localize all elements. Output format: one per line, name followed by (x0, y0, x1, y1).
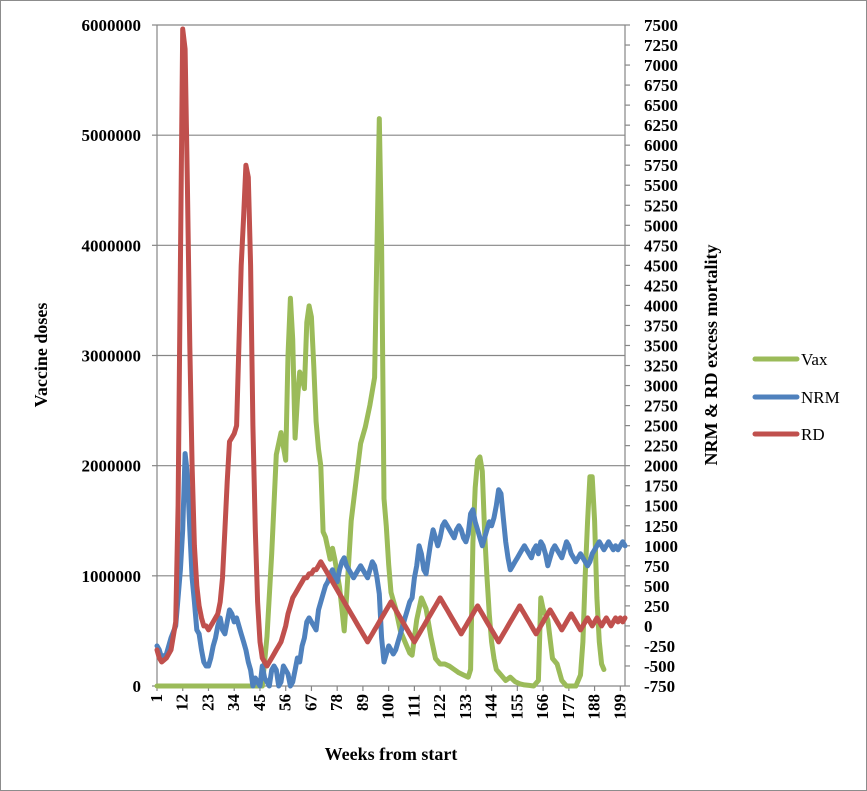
y-right-tick-label: 3000 (644, 377, 678, 396)
legend-label-vax: Vax (801, 350, 828, 369)
y-right-tick-label: 2750 (644, 397, 678, 416)
y-right-tick-label: 7000 (644, 56, 678, 75)
y-left-axis-title: Vaccine doses (31, 303, 51, 408)
y-right-tick-label: 3250 (644, 357, 678, 376)
y-right-tick-label: 4750 (644, 236, 678, 255)
y-left-tick-label: 5000000 (82, 126, 142, 145)
x-tick-label: 45 (250, 694, 269, 711)
y-right-tick-label: 1500 (644, 497, 678, 516)
y-right-tick-label: -250 (644, 637, 675, 656)
x-tick-label: 155 (507, 694, 526, 720)
y-right-axis-title: NRM & RD excess mortality (701, 245, 721, 466)
x-tick-label: 12 (173, 694, 192, 711)
series-line-rd (154, 26, 628, 669)
y-right-tick-label: 5000 (644, 216, 678, 235)
y-left-tick-label: 0 (133, 677, 142, 696)
y-right-tick-label: 0 (644, 617, 653, 636)
y-right-tick-label: 2500 (644, 417, 678, 436)
y-right-tick-label: 5500 (644, 176, 678, 195)
y-right-tick-label: 4500 (644, 256, 678, 275)
y-left-tick-label: 2000000 (82, 457, 142, 476)
y-right-tick-label: 7500 (644, 16, 678, 35)
y-right-tick-label: 500 (644, 577, 670, 596)
x-tick-label: 56 (276, 694, 295, 711)
y-right-tick-label: 6750 (644, 76, 678, 95)
x-tick-label: 133 (456, 694, 475, 720)
y-right-tick-label: 6000 (644, 136, 678, 155)
x-tick-label: 89 (353, 694, 372, 711)
x-tick-label: 67 (301, 694, 320, 712)
y-right-tick-label: 4000 (644, 296, 678, 315)
y-left-tick-label: 6000000 (82, 16, 142, 35)
y-left-tick-label: 4000000 (82, 236, 142, 255)
y-right-tick-label: 2250 (644, 437, 678, 456)
x-tick-label: 34 (224, 694, 243, 712)
y-left-tick-label: 1000000 (82, 567, 142, 586)
y-right-tick-label: -750 (644, 677, 675, 696)
y-right-tick-label: 6500 (644, 96, 678, 115)
y-right-tick-label: 1000 (644, 537, 678, 556)
x-tick-label: 78 (327, 694, 346, 711)
y-right-tick-label: 6250 (644, 116, 678, 135)
legend-label-nrm: NRM (801, 388, 840, 407)
x-tick-label: 144 (482, 694, 501, 720)
x-tick-label: 122 (430, 694, 449, 720)
x-tick-label: 166 (533, 694, 552, 720)
y-left-tick-label: 3000000 (82, 347, 142, 366)
y-right-tick-label: 2000 (644, 457, 678, 476)
y-right-tick-label: 5750 (644, 156, 678, 175)
series-line-nrm (154, 451, 628, 689)
x-axis-title: Weeks from start (325, 744, 458, 764)
legend-label-rd: RD (801, 425, 825, 444)
x-tick-label: 177 (559, 694, 578, 720)
y-right-tick-label: 3500 (644, 336, 678, 355)
y-right-tick-label: 1250 (644, 517, 678, 536)
y-right-tick-label: 250 (644, 597, 670, 616)
y-right-tick-label: 4250 (644, 276, 678, 295)
x-tick-label: 111 (404, 694, 423, 718)
x-tick-label: 188 (585, 694, 604, 720)
y-right-tick-label: 1750 (644, 477, 678, 496)
x-tick-label: 23 (198, 694, 217, 711)
y-right-tick-label: 750 (644, 557, 670, 576)
x-tick-label: 199 (610, 694, 629, 720)
x-tick-label: 100 (379, 694, 398, 720)
y-right-tick-label: 3750 (644, 316, 678, 335)
y-right-tick-label: 5250 (644, 196, 678, 215)
y-right-tick-label: -500 (644, 657, 675, 676)
y-right-tick-label: 7250 (644, 36, 678, 55)
x-tick-label: 1 (147, 694, 166, 703)
